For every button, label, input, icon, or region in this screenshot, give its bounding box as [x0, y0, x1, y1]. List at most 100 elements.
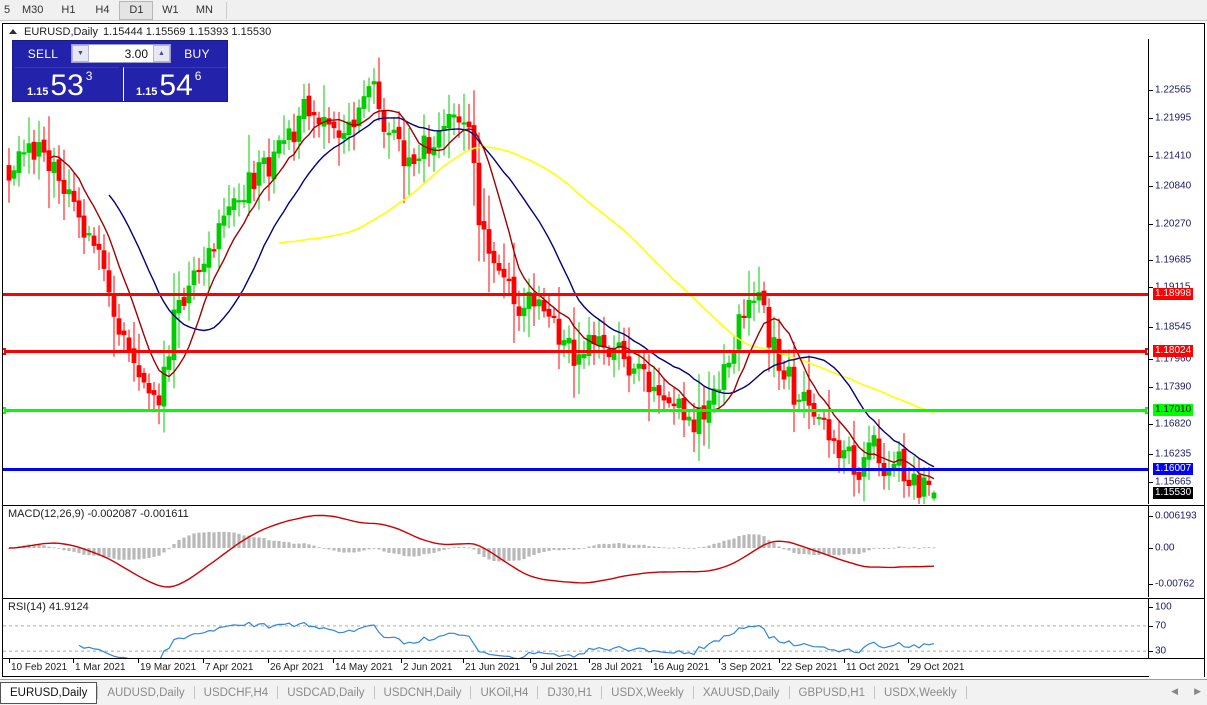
- macd-histogram-bar: [242, 535, 246, 548]
- collapse-triangle-icon[interactable]: [9, 29, 17, 34]
- horizontal-divider: [0, 677, 1207, 679]
- macd-histogram-bar: [472, 548, 476, 550]
- macd-histogram-bar: [597, 544, 601, 548]
- macd-histogram-bar: [822, 548, 826, 555]
- tabs-scroll-controls[interactable]: ◀ ▶: [1171, 686, 1201, 697]
- price-plot-area[interactable]: [3, 39, 1148, 504]
- price-scale-axis[interactable]: 1.22565 1.21995 1.21410 1.20840 1.20270 1.196…: [1148, 39, 1204, 524]
- macd-series: [7, 514, 936, 588]
- macd-histogram-bar: [387, 548, 391, 553]
- price-axis-label: 1.20270: [1155, 218, 1192, 230]
- macd-scale-axis: 0.006193 0.00 -0.00762: [1148, 506, 1204, 597]
- chart-tab-ukoil-h4[interactable]: UKOil,H4: [480, 686, 529, 699]
- macd-histogram-bar: [782, 548, 786, 550]
- scroll-left-icon[interactable]: ◀: [1171, 686, 1179, 696]
- macd-histogram-bar: [607, 544, 611, 548]
- time-axis-label: 29 Oct 2021: [910, 662, 965, 673]
- price-axis-label: 1.16235: [1155, 448, 1192, 460]
- timeframe-button-h1[interactable]: H1: [61, 4, 76, 16]
- time-axis-tick: [589, 659, 590, 663]
- line-drag-handle[interactable]: [1145, 348, 1148, 355]
- timeframe-button-mn[interactable]: MN: [195, 4, 213, 16]
- price-label-resistance: 1.18024: [1153, 345, 1194, 357]
- chart-symbol-label: EURUSD,Daily: [24, 25, 98, 38]
- timeframe-button-h4[interactable]: H4: [95, 4, 110, 16]
- macd-histogram-bar: [827, 548, 831, 556]
- line-drag-handle[interactable]: [3, 407, 6, 414]
- time-axis-label: 28 Jul 2021: [591, 662, 643, 673]
- chart-tab-usdcnh-daily[interactable]: USDCNH,Daily: [383, 686, 462, 699]
- line-drag-handle[interactable]: [1145, 407, 1148, 414]
- price-axis-tick: [1149, 327, 1153, 328]
- macd-histogram-bar: [712, 543, 716, 548]
- time-axis-tick: [719, 659, 720, 663]
- chart-tab-eurusd-daily[interactable]: EURUSD,Daily: [0, 681, 98, 704]
- macd-histogram-bar: [92, 548, 96, 556]
- timeframe-button-5[interactable]: 5: [3, 4, 11, 16]
- macd-histogram-bar: [342, 548, 346, 553]
- macd-histogram-bar: [527, 548, 531, 557]
- macd-histogram-bar: [282, 541, 286, 548]
- volume-decrease-button[interactable]: ▼: [72, 45, 89, 62]
- macd-histogram-bar: [102, 548, 106, 557]
- chart-tab-usdx-weekly[interactable]: USDX,Weekly: [883, 686, 957, 699]
- macd-histogram-bar: [787, 548, 791, 551]
- chart-tab-usdx-weekly[interactable]: USDX,Weekly: [611, 686, 684, 699]
- time-axis-tick: [268, 659, 269, 663]
- sell-price-quote[interactable]: 1.15 53 3: [15, 67, 119, 101]
- macd-histogram-bar: [872, 548, 876, 549]
- rsi-axis-label: 30: [1155, 645, 1167, 657]
- timeframe-button-m30[interactable]: M30: [22, 4, 44, 16]
- timeframe-button-d1[interactable]: D1: [119, 0, 154, 20]
- macd-histogram-bar: [567, 548, 571, 550]
- macd-histogram-bar: [367, 548, 371, 550]
- macd-histogram-bar: [107, 548, 111, 558]
- macd-histogram-bar: [622, 543, 626, 548]
- rsi-axis-tick: [1149, 607, 1153, 608]
- price-line-1.17010[interactable]: [3, 407, 1148, 414]
- time-scale-axis[interactable]: 10 Feb 2021 1 Mar 2021 19 Mar 2021 7 Apr 20…: [3, 658, 1204, 676]
- macd-histogram-bar: [532, 548, 536, 555]
- chart-tab-xauusd-daily[interactable]: XAUUSD,Daily: [702, 686, 780, 699]
- price-line-1.16007[interactable]: [3, 468, 1148, 471]
- line-drag-handle[interactable]: [3, 348, 6, 355]
- chart-tab-usdcad-daily[interactable]: USDCAD,Daily: [287, 686, 365, 699]
- buy-button[interactable]: BUY: [184, 46, 210, 61]
- rsi-plot-area[interactable]: [3, 599, 1148, 677]
- macd-histogram-bar: [522, 548, 526, 560]
- buy-price-quote[interactable]: 1.15 54 6: [123, 67, 227, 101]
- tab-separator: [601, 686, 603, 699]
- time-axis-label: 22 Sep 2021: [781, 662, 838, 673]
- sell-price-main: 53: [50, 69, 84, 102]
- chart-tabs-bar: EURUSD,Daily AUDUSD,Daily USDCHF,H4 USDCAD,…: [0, 679, 1207, 705]
- sell-button[interactable]: SELL: [27, 46, 59, 61]
- volume-stepper[interactable]: ▼ 3.00 ▲: [71, 44, 171, 63]
- macd-plot-area[interactable]: [3, 506, 1148, 597]
- chart-tab-dj30-h1[interactable]: DJ30,H1: [547, 686, 593, 699]
- macd-histogram-bar: [572, 548, 576, 550]
- macd-histogram-bar: [382, 548, 386, 552]
- time-axis-label: 9 Jul 2021: [532, 662, 579, 673]
- macd-histogram-bar: [67, 548, 71, 551]
- macd-histogram-bar: [187, 535, 191, 548]
- volume-increase-button[interactable]: ▲: [153, 45, 170, 62]
- macd-histogram-bar: [292, 543, 296, 548]
- macd-histogram-bar: [77, 548, 81, 554]
- scroll-right-icon[interactable]: ▶: [1194, 686, 1201, 696]
- macd-axis-label: -0.00762: [1155, 578, 1195, 590]
- time-axis-label: 26 Apr 2021: [270, 662, 324, 673]
- one-click-trading-panel[interactable]: SELL ▼ 3.00 ▲ BUY 1.15 53 3 1.15: [12, 40, 228, 102]
- price-line-1.18998[interactable]: [3, 293, 1148, 296]
- macd-histogram-bar: [592, 545, 596, 548]
- chart-tab-audusd-daily[interactable]: AUDUSD,Daily: [107, 686, 185, 699]
- macd-histogram-bar: [87, 548, 91, 556]
- price-axis-tick: [1149, 287, 1153, 288]
- chart-tab-gbpusd-h1[interactable]: GBPUSD,H1: [798, 686, 865, 699]
- macd-histogram-bar: [742, 535, 746, 548]
- macd-histogram-bar: [217, 531, 221, 548]
- volume-value[interactable]: 3.00: [124, 46, 148, 61]
- timeframe-button-w1[interactable]: W1: [162, 4, 179, 16]
- sell-price-prefix: 1.15: [27, 86, 49, 98]
- price-line-1.18024[interactable]: [3, 348, 1148, 355]
- chart-tab-usdchf-h4[interactable]: USDCHF,H4: [203, 686, 269, 699]
